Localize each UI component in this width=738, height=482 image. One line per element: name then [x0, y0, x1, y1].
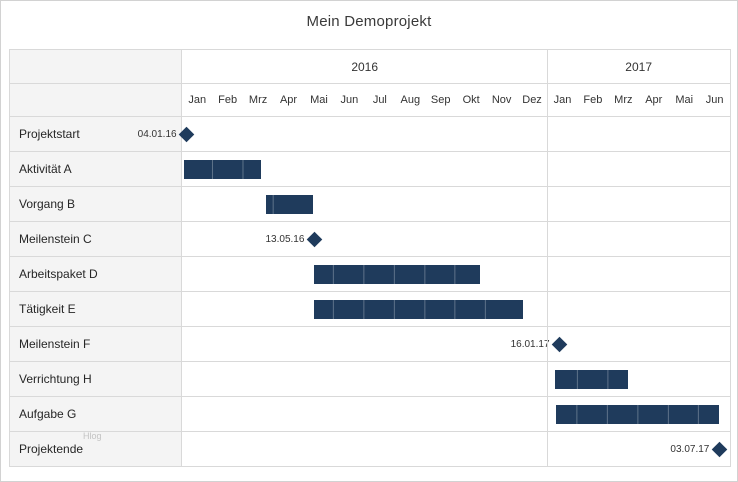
header-corner-cell-top [10, 50, 182, 83]
task-label: Meilenstein F [10, 327, 182, 361]
month-label: Jun [340, 94, 359, 106]
task-timeline-cell [182, 292, 730, 326]
task-row: Aufgabe G [10, 397, 730, 432]
task-bar [265, 195, 313, 214]
year-header-cell: 2016 2017 [182, 50, 730, 83]
task-label: Tätigkeit E [10, 292, 182, 326]
task-timeline-cell [182, 257, 730, 291]
task-label: Projektende [10, 432, 182, 466]
task-row: Meilenstein F 16.01.17 [10, 327, 730, 362]
month-label: Jun [705, 94, 724, 106]
task-row: Arbeitspaket D [10, 257, 730, 292]
milestone-diamond [306, 231, 323, 248]
task-label: Aktivität A [10, 152, 182, 186]
month-label: Dez [522, 94, 542, 106]
month-label: Jan [553, 94, 572, 106]
month-label: Apr [279, 94, 298, 106]
task-bar [314, 265, 481, 284]
task-bar [554, 370, 628, 389]
month-label: Jul [372, 94, 387, 106]
milestone-diamond [551, 336, 568, 353]
task-timeline-cell [182, 397, 730, 431]
task-timeline-cell: 16.01.17 [182, 327, 730, 361]
task-row: Aktivität A [10, 152, 730, 187]
task-timeline-cell [182, 362, 730, 396]
task-timeline-cell [182, 152, 730, 186]
task-bar [183, 160, 262, 179]
gantt-table: 2016 2017 Jan Feb Mrz Apr Mai Jun Jul Aug Sep Okt N… [9, 49, 731, 467]
month-label: Mrz [614, 94, 633, 106]
month-label: Mrz [248, 94, 268, 106]
month-header-cell: Jan Feb Mrz Apr Mai Jun Jul Aug Sep Okt Nov Dez Jan F… [182, 84, 730, 116]
task-label: Verrichtung H [10, 362, 182, 396]
month-label: Mai [675, 94, 694, 106]
month-label: Feb [218, 94, 238, 106]
milestone-diamond [711, 441, 728, 458]
milestone-date: 04.01.16 [137, 128, 177, 140]
task-rows: Projektstart 04.01.16 Aktivität A Vorgang B… [10, 117, 730, 467]
task-bar [556, 405, 720, 424]
task-label: Projektstart [10, 117, 182, 151]
task-row: Meilenstein C 13.05.16 [10, 222, 730, 257]
task-label: Aufgabe G [10, 397, 182, 431]
month-label: Jan [188, 94, 207, 106]
month-label: Feb [583, 94, 603, 106]
year-label-2017: 2017 [625, 59, 652, 74]
year-label-2016: 2016 [351, 59, 379, 74]
task-row: Projektstart 04.01.16 [10, 117, 730, 152]
month-label: Sep [430, 94, 451, 106]
task-bar [314, 300, 523, 319]
month-label: Nov [491, 94, 512, 106]
task-label: Arbeitspaket D [10, 257, 182, 291]
year-header-row: 2016 2017 [10, 50, 730, 84]
chart-title: Mein Demoprojekt [306, 13, 432, 30]
milestone-date: 13.05.16 [265, 233, 305, 245]
task-timeline-cell: 04.01.16 [138, 117, 730, 151]
header-corner-cell-bottom [10, 84, 182, 116]
month-label: Okt [462, 94, 480, 106]
month-header-row: Jan Feb Mrz Apr Mai Jun Jul Aug Sep Okt Nov Dez Jan F… [10, 84, 730, 117]
task-row: Verrichtung H [10, 362, 730, 397]
task-timeline-cell [182, 187, 730, 221]
task-row: Tätigkeit E [10, 292, 730, 327]
watermark: Hlog [83, 431, 102, 441]
task-row: Vorgang B [10, 187, 730, 222]
task-row: Projektende 03.07.17 [10, 432, 730, 467]
milestone-diamond [178, 126, 195, 143]
task-label: Vorgang B [10, 187, 182, 221]
month-label: Aug [400, 94, 421, 106]
month-label: Apr [645, 94, 663, 106]
milestone-date: 03.07.17 [670, 443, 710, 455]
month-labels: Jan Feb Mrz Apr Mai Jun Jul Aug Sep Okt Nov Dez Jan F… [182, 84, 730, 116]
month-label: Mai [310, 94, 328, 106]
milestone-date: 16.01.17 [510, 338, 550, 350]
year-labels: 2016 2017 [182, 50, 730, 83]
task-timeline-cell: 03.07.17 [182, 432, 730, 466]
task-label: Meilenstein C [10, 222, 182, 256]
task-timeline-cell: 13.05.16 [182, 222, 730, 256]
